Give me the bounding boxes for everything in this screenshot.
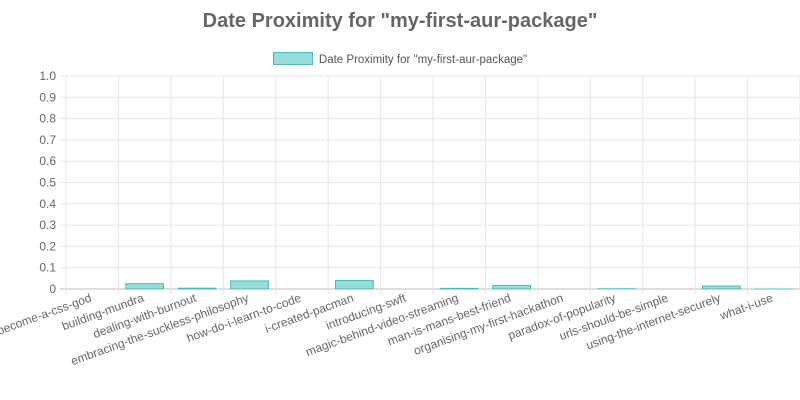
y-tick-label: 0.5 <box>39 176 56 190</box>
y-tick-label: 0.4 <box>39 197 56 211</box>
y-tick-label: 0.6 <box>39 154 56 168</box>
y-tick-label: 0.8 <box>39 112 56 126</box>
x-tick-label: what-i-use <box>717 291 775 324</box>
bar <box>230 280 269 290</box>
y-tick-label: 0.9 <box>39 90 56 104</box>
y-tick-label: 0 <box>49 282 56 296</box>
bar <box>439 287 479 290</box>
bar <box>334 279 374 290</box>
bar <box>125 283 165 290</box>
legend-label: Date Proximity for "my-first-aur-package… <box>318 54 528 66</box>
bar <box>177 287 217 290</box>
bar <box>701 285 741 290</box>
legend[interactable]: Date Proximity for "my-first-aur-package… <box>0 52 800 66</box>
y-tick-label: 0.3 <box>39 218 56 232</box>
legend-swatch <box>272 52 313 65</box>
chart-title: Date Proximity for "my-first-aur-package… <box>202 10 598 32</box>
bar <box>492 284 532 290</box>
y-tick-label: 0.1 <box>39 261 56 275</box>
y-tick-label: 1.0 <box>39 69 56 83</box>
y-tick-label: 0.2 <box>39 239 56 253</box>
y-tick-label: 0.7 <box>39 133 56 147</box>
